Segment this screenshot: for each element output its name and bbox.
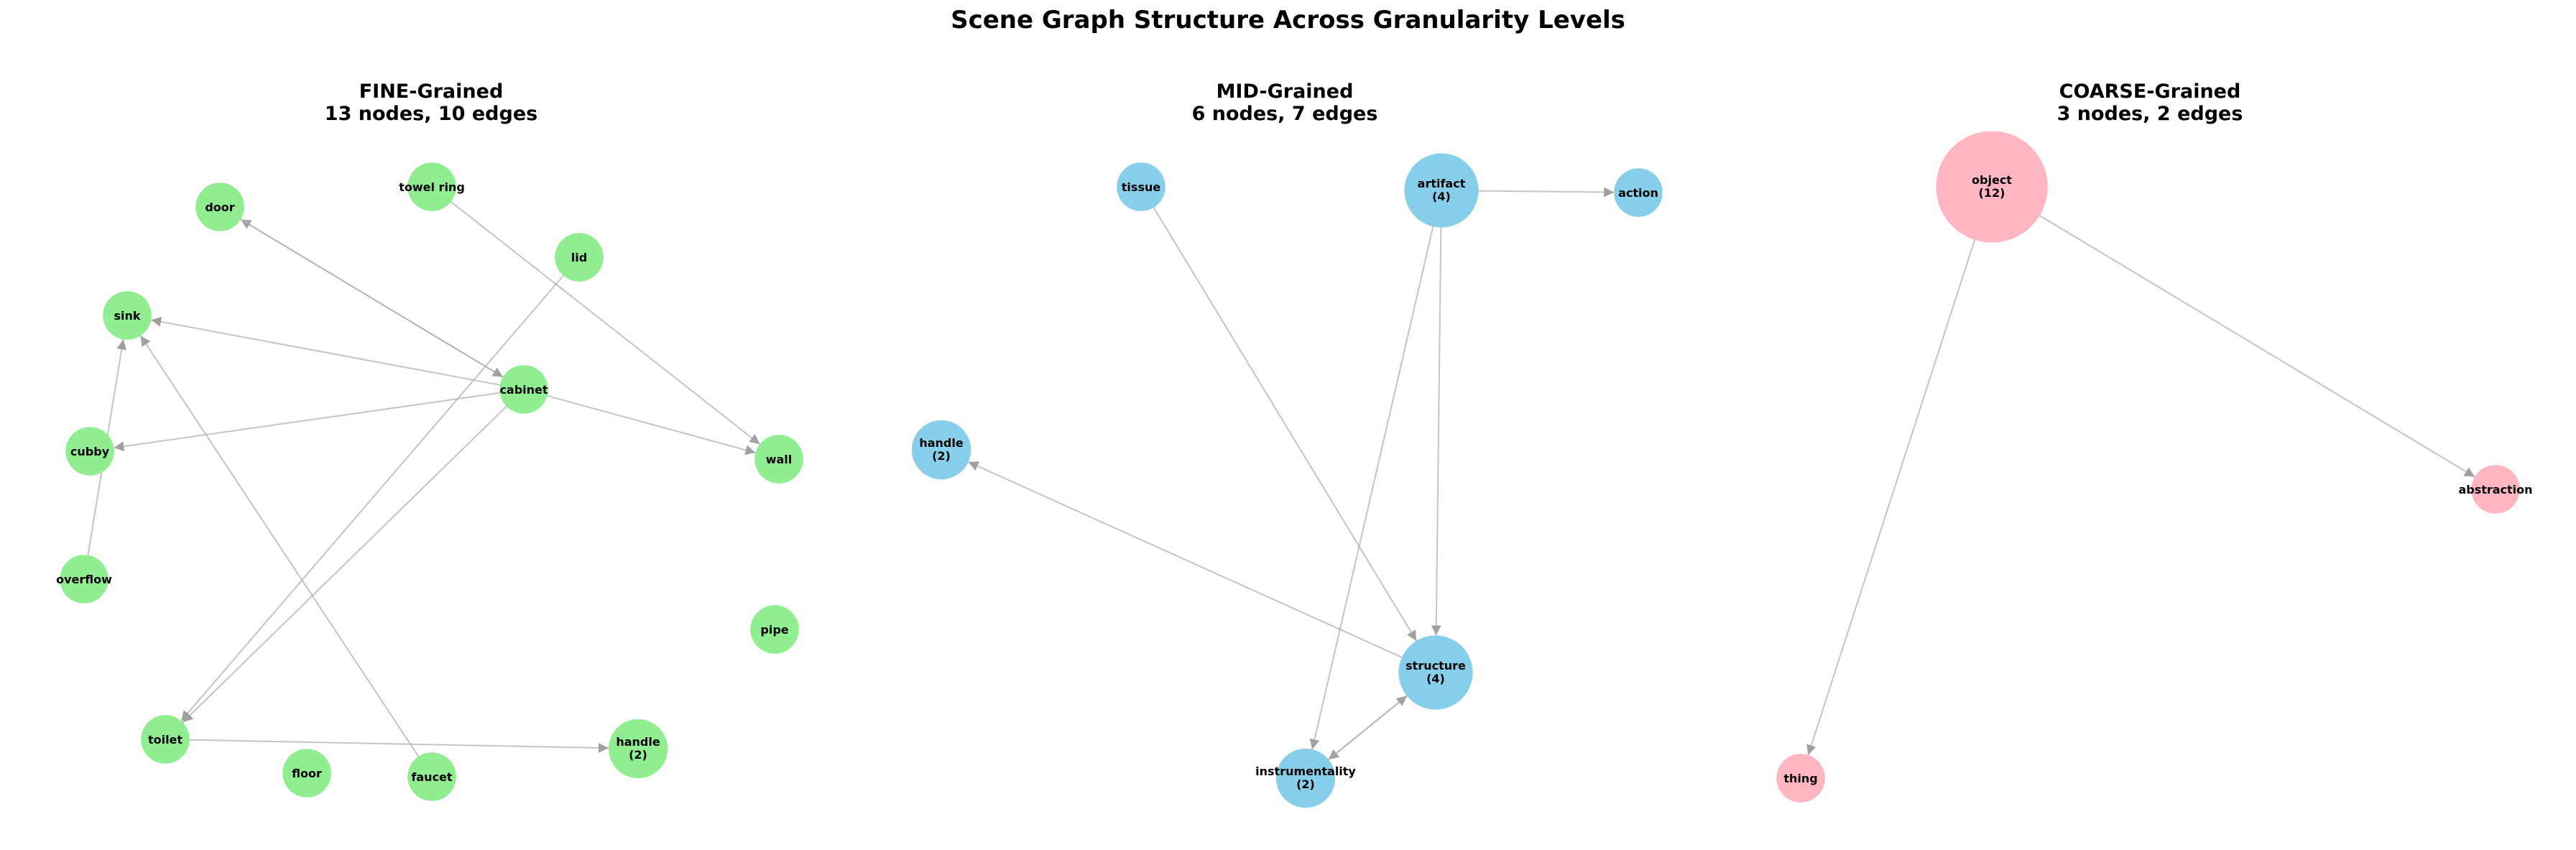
panel-title-coarse-stats: 3 nodes, 2 edges xyxy=(2056,103,2243,125)
node-label-instrumentality: instrumentality (2) xyxy=(1255,764,1356,791)
node-wall xyxy=(754,435,803,484)
node-label-cabinet: cabinet xyxy=(499,383,548,397)
node-label-tissue: tissue xyxy=(1122,180,1161,194)
edge-faucet-to-sink xyxy=(139,335,420,757)
edge-toilet-to-handle xyxy=(189,739,609,753)
node-cabinet xyxy=(499,365,548,414)
node-label-lid: lid xyxy=(571,251,587,264)
node-towel_ring xyxy=(407,162,456,211)
node-handle xyxy=(911,420,971,480)
node-label-door: door xyxy=(205,200,234,214)
graph-panel-mid: tissue artifact (4) action handle (2) structur… xyxy=(911,153,1663,808)
node-label-artifact: artifact (4) xyxy=(1418,177,1466,203)
edge-cabinet-to-toilet xyxy=(182,405,507,724)
edge-towel_ring-to-wall xyxy=(450,201,761,445)
node-handle xyxy=(608,719,668,779)
panel-title-mid: MID-Grained 6 nodes, 7 edges xyxy=(961,80,1608,125)
edge-cabinet-to-cubby xyxy=(114,392,500,452)
edge-artifact-to-instrumentality xyxy=(1309,226,1434,750)
node-label-handle: handle (2) xyxy=(919,436,964,463)
node-label-object: object (12) xyxy=(1972,173,2012,200)
edge-lid-to-toilet xyxy=(180,274,564,722)
edge-artifact-to-structure xyxy=(1431,227,1442,636)
edge-cabinet-to-sink xyxy=(151,316,500,386)
graph-panel-coarse: object (12) abstraction thing xyxy=(1776,131,2533,803)
node-overflow xyxy=(60,555,109,604)
node-lid xyxy=(555,233,604,282)
panel-title-coarse-heading: COARSE-Grained xyxy=(2059,80,2241,103)
node-toilet xyxy=(141,715,190,764)
node-cubby xyxy=(65,427,114,476)
node-artifact xyxy=(1404,153,1479,228)
node-label-overflow: overflow xyxy=(56,573,112,586)
panel-title-mid-heading: MID-Grained xyxy=(1216,80,1354,103)
edge-object-to-thing xyxy=(1806,239,1976,756)
node-label-thing: thing xyxy=(1783,772,1817,785)
node-faucet xyxy=(407,752,456,801)
panel-title-mid-stats: 6 nodes, 7 edges xyxy=(1191,103,1378,125)
node-label-cubby: cubby xyxy=(70,445,110,458)
panel-title-fine-stats: 13 nodes, 10 edges xyxy=(324,103,538,125)
edge-instrumentality-to-structure xyxy=(1328,695,1408,760)
node-door xyxy=(195,183,244,231)
edge-object-to-abstraction xyxy=(2039,215,2475,478)
node-label-floor: floor xyxy=(292,767,322,780)
node-label-action: action xyxy=(1618,186,1658,200)
edge-cabinet-to-wall xyxy=(547,394,756,456)
edge-artifact-to-action xyxy=(1478,187,1615,198)
node-label-towel_ring: towel ring xyxy=(399,180,465,194)
node-label-sink: sink xyxy=(114,309,140,323)
node-structure xyxy=(1398,635,1473,710)
panel-title-coarse: COARSE-Grained 3 nodes, 2 edges xyxy=(1827,80,2473,125)
node-floor xyxy=(282,749,331,798)
edge-tissue-to-structure xyxy=(1153,207,1418,642)
node-tissue xyxy=(1117,162,1165,211)
node-label-abstraction: abstraction xyxy=(2458,483,2532,496)
edge-door-to-cabinet xyxy=(240,218,504,378)
edge-structure-to-handle xyxy=(968,461,1403,658)
panel-title-fine: FINE-Grained 13 nodes, 10 edges xyxy=(108,80,754,125)
node-action xyxy=(1614,168,1663,217)
node-label-structure: structure (4) xyxy=(1405,659,1466,685)
node-label-handle: handle (2) xyxy=(616,735,660,762)
node-label-wall: wall xyxy=(766,453,793,466)
panel-title-fine-heading: FINE-Grained xyxy=(359,80,504,103)
node-instrumentality xyxy=(1275,748,1336,808)
node-object xyxy=(1936,131,2048,243)
node-label-pipe: pipe xyxy=(760,623,788,637)
node-thing xyxy=(1776,754,1825,803)
node-label-toilet: toilet xyxy=(148,733,183,747)
node-label-faucet: faucet xyxy=(411,770,452,784)
figure-title: Scene Graph Structure Across Granularity… xyxy=(951,6,1625,34)
graph-panel-fine: door towel ring lid sink cabinet cubby wall ove… xyxy=(56,162,803,801)
node-pipe xyxy=(750,605,799,654)
node-abstraction xyxy=(2471,465,2520,514)
node-sink xyxy=(103,291,152,340)
